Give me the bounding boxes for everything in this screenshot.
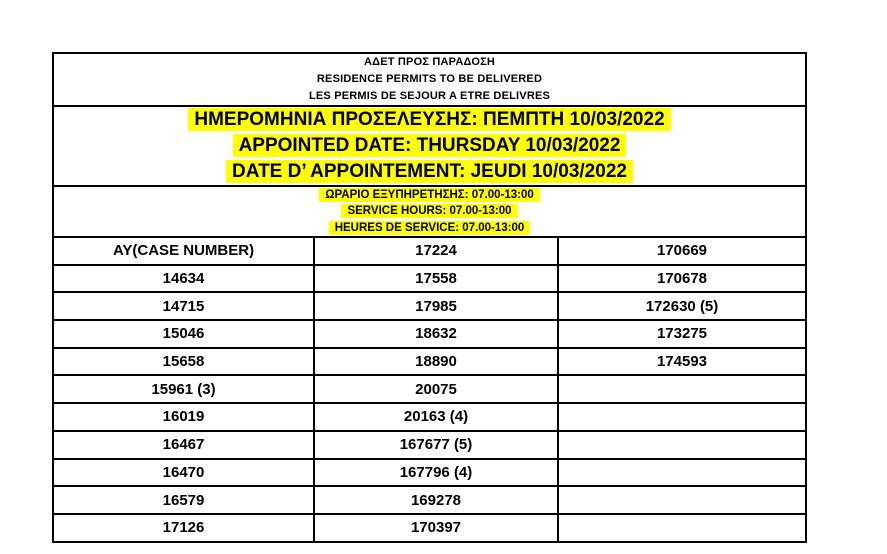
document-title-section: ΑΔΕΤ ΠΡΟΣ ΠΑΡΑΔΟΣΗ RESIDENCE PERMITS TO … (51, 52, 808, 107)
case-number-cell: 169278 (313, 485, 559, 515)
case-number-cell: 20075 (313, 374, 559, 405)
case-number-cell (556, 512, 808, 543)
highlight-text: ΩΡΑΡΙΟ ΕΞΥΠΗΡΕΤΗΣΗΣ: 07.00-13:00 (319, 188, 540, 203)
appointment-line-french: DATE D’ APPOINTEMENT: JEUDI 10/03/2022 (55, 159, 804, 184)
case-number-cell (556, 402, 808, 432)
highlight-text: DATE D’ APPOINTEMENT: JEUDI 10/03/2022 (226, 160, 633, 183)
case-number-cell: 17558 (313, 263, 559, 294)
case-number-cell: 16470 (52, 457, 315, 488)
case-number-cell: 15046 (52, 319, 315, 349)
case-number-cell: 167796 (4) (313, 457, 559, 488)
table-row: 16467 167677 (5) (52, 429, 808, 460)
service-hours-row: ΩΡΑΡΙΟ ΕΞΥΠΗΡΕΤΗΣΗΣ: 07.00-13:00 SERVICE… (51, 185, 808, 238)
case-number-cell (556, 374, 808, 405)
case-number-cell: 17126 (52, 512, 315, 543)
table-row: AY(CASE NUMBER) 17224 170669 (52, 236, 808, 266)
case-number-cell: 16579 (52, 485, 315, 515)
case-number-cell (556, 429, 808, 460)
highlight-text: HEURES DE SERVICE: 07.00-13:00 (328, 220, 531, 235)
table-row: 15658 18890 174593 (52, 346, 808, 377)
case-number-cell: 170397 (313, 512, 559, 543)
permits-table: ΑΔΕΤ ΠΡΟΣ ΠΑΡΑΔΟΣΗ RESIDENCE PERMITS TO … (51, 52, 808, 543)
service-hours-section: ΩΡΑΡΙΟ ΕΞΥΠΗΡΕΤΗΣΗΣ: 07.00-13:00 SERVICE… (51, 185, 808, 238)
case-number-cell: 14634 (52, 263, 315, 294)
case-number-cell: 170669 (556, 236, 808, 266)
case-number-cell: 173275 (556, 319, 808, 349)
case-number-cell (556, 485, 808, 515)
case-number-cell: 174593 (556, 346, 808, 377)
table-row: 16019 20163 (4) (52, 402, 808, 432)
case-number-header-cell: AY(CASE NUMBER) (52, 236, 315, 266)
title-line-french: LES PERMIS DE SEJOUR A ETRE DELIVRES (308, 90, 551, 102)
table-row: 15961 (3) 20075 (52, 374, 808, 405)
title-row: ΑΔΕΤ ΠΡΟΣ ΠΑΡΑΔΟΣΗ RESIDENCE PERMITS TO … (51, 52, 808, 107)
table-row: 14634 17558 170678 (52, 263, 808, 294)
title-line-english: RESIDENCE PERMITS TO BE DELIVERED (316, 73, 543, 85)
highlight-text: ΗΜΕΡΟΜΗΝΙΑ ΠΡΟΣΕΛΕΥΣΗΣ: ΠΕΜΠΤΗ 10/03/202… (188, 108, 671, 131)
case-number-cell: 17985 (313, 291, 559, 322)
case-number-cell (556, 457, 808, 488)
case-number-cell: 172630 (5) (556, 291, 808, 322)
title-line-greek: ΑΔΕΤ ΠΡΟΣ ΠΑΡΑΔΟΣΗ (363, 56, 496, 68)
case-number-cell: 18632 (313, 319, 559, 349)
appointment-line-english: APPOINTED DATE: THURSDAY 10/03/2022 (55, 133, 804, 159)
case-number-cell: 14715 (52, 291, 315, 322)
table-row: 16579 169278 (52, 485, 808, 515)
case-number-cell: 16019 (52, 402, 315, 432)
case-number-cell: 15658 (52, 346, 315, 377)
case-number-cell: 17224 (313, 236, 559, 266)
appointment-date-section: ΗΜΕΡΟΜΗΝΙΑ ΠΡΟΣΕΛΕΥΣΗΣ: ΠΕΜΠΤΗ 10/03/202… (51, 105, 808, 187)
hours-line-french: HEURES DE SERVICE: 07.00-13:00 (55, 220, 804, 235)
highlight-text: SERVICE HOURS: 07.00-13:00 (341, 204, 518, 219)
appointment-date-row: ΗΜΕΡΟΜΗΝΙΑ ΠΡΟΣΕΛΕΥΣΗΣ: ΠΕΜΠΤΗ 10/03/202… (51, 105, 808, 187)
highlight-text: APPOINTED DATE: THURSDAY 10/03/2022 (232, 134, 627, 157)
case-number-cell: 18890 (313, 346, 559, 377)
table-row: 17126 170397 (52, 512, 808, 543)
case-number-cell: 20163 (4) (313, 402, 559, 432)
table-row: 15046 18632 173275 (52, 319, 808, 349)
case-number-cell: 16467 (52, 429, 315, 460)
case-number-cell: 167677 (5) (313, 429, 559, 460)
hours-line-greek: ΩΡΑΡΙΟ ΕΞΥΠΗΡΕΤΗΣΗΣ: 07.00-13:00 (55, 188, 804, 203)
hours-line-english: SERVICE HOURS: 07.00-13:00 (55, 203, 804, 219)
appointment-line-greek: ΗΜΕΡΟΜΗΝΙΑ ΠΡΟΣΕΛΕΥΣΗΣ: ΠΕΜΠΤΗ 10/03/202… (55, 108, 804, 133)
table-row: 14715 17985 172630 (5) (52, 291, 808, 322)
case-number-cell: 15961 (3) (52, 374, 315, 405)
table-row: 16470 167796 (4) (52, 457, 808, 488)
case-number-cell: 170678 (556, 263, 808, 294)
